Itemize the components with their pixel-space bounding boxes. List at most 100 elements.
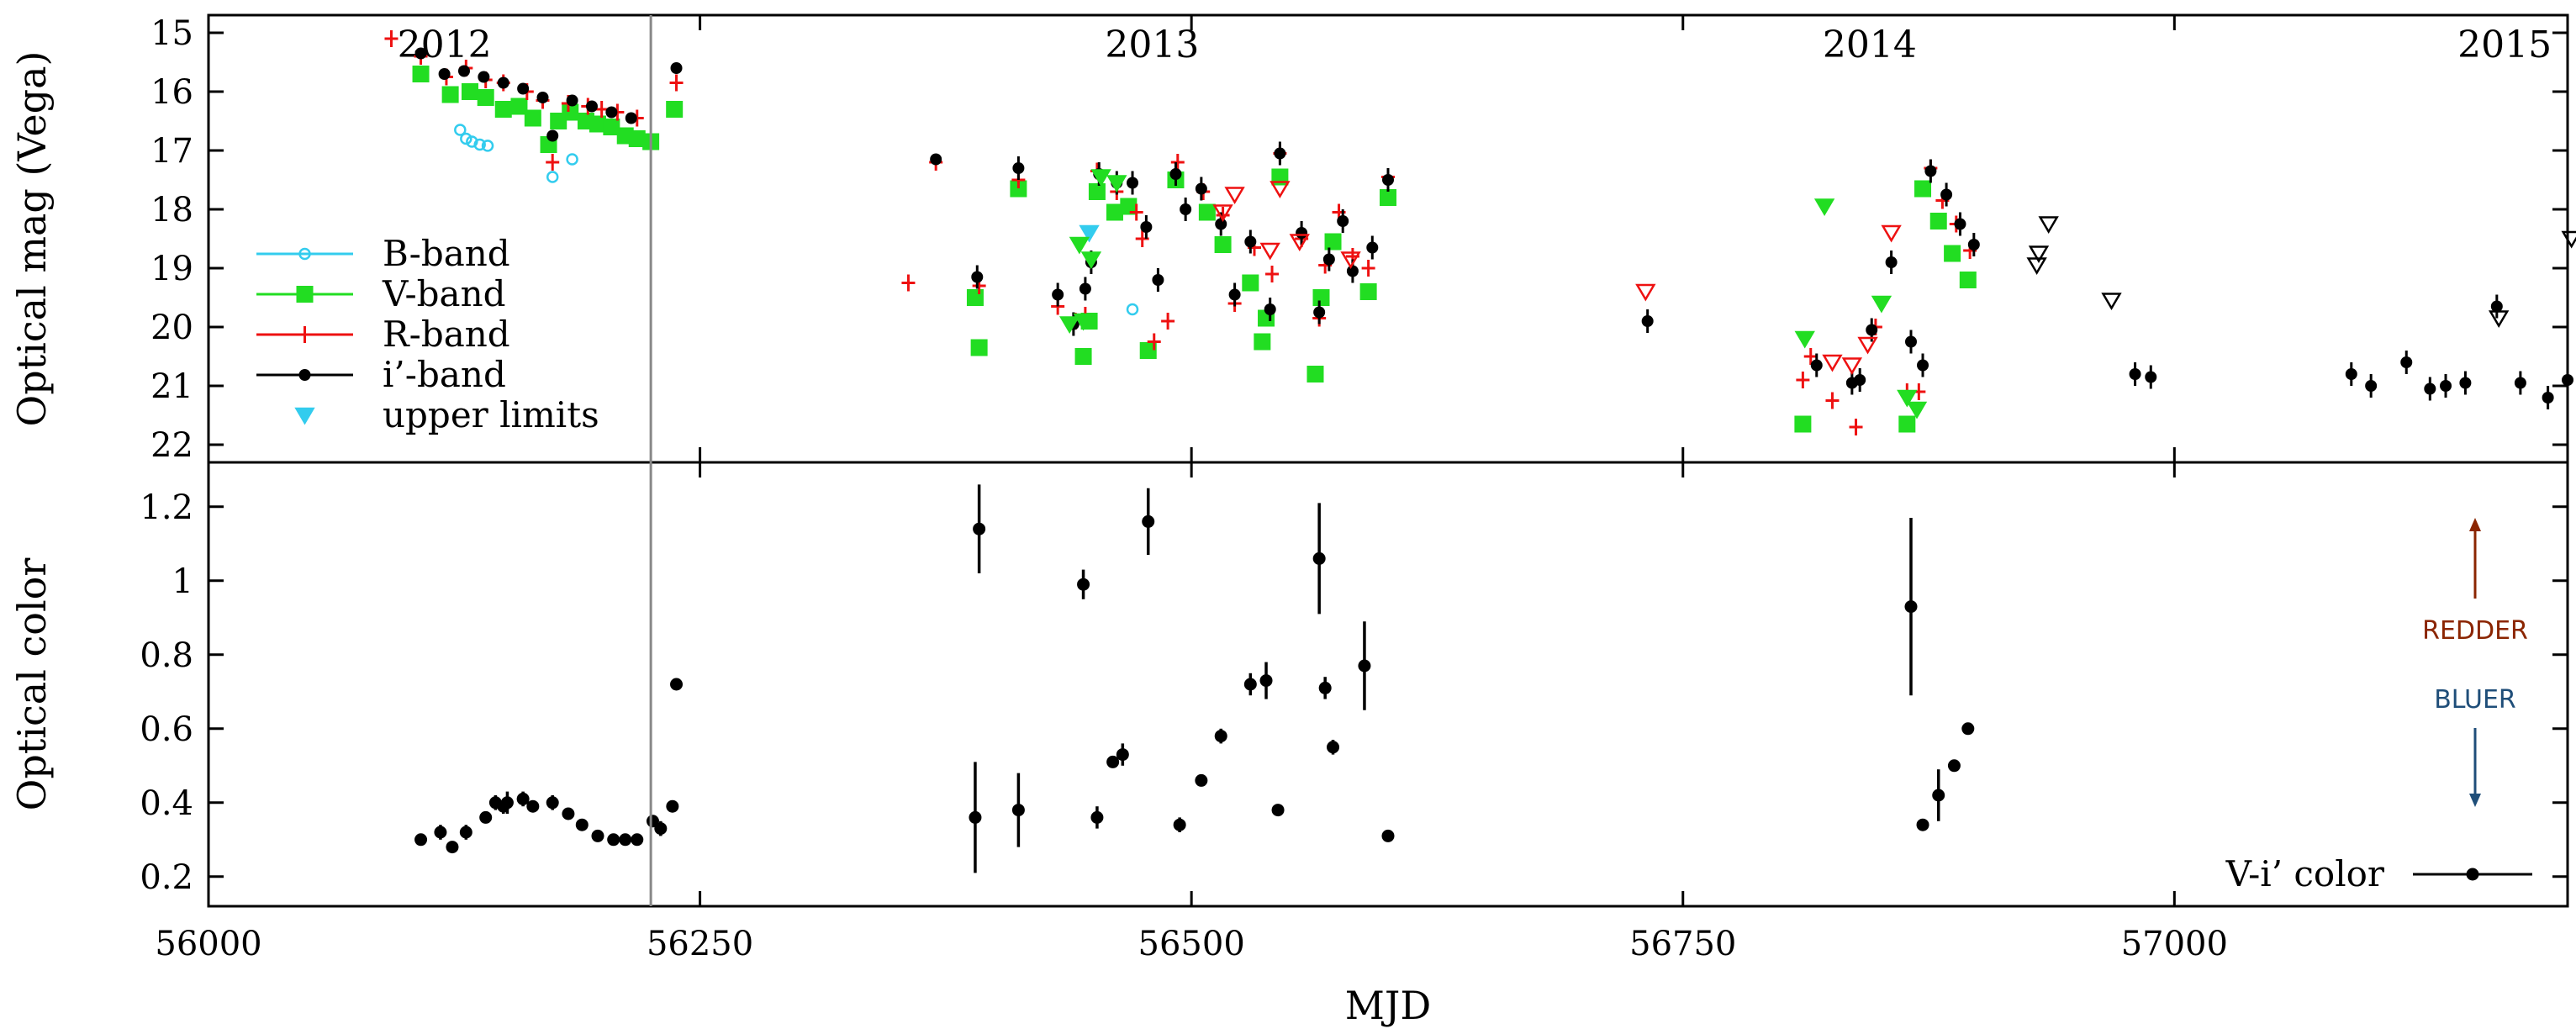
x-tick-label: 56250	[647, 925, 753, 963]
upper-limit-point	[1857, 336, 1878, 355]
top-panel-y-tick-labels: 15 16 17 18 19 20 21 22	[150, 14, 193, 465]
color-point	[479, 810, 493, 824]
B-band-point	[454, 124, 467, 136]
V-band-point	[510, 98, 528, 115]
upper-limit-point	[1813, 198, 1835, 216]
upper-limit-point	[1906, 401, 1928, 419]
i-band-point	[1264, 303, 1276, 315]
i-band-point	[2514, 377, 2526, 389]
upper-limit-point	[1090, 169, 1111, 187]
B-band-point	[1126, 303, 1139, 316]
color-point	[1381, 829, 1395, 842]
V-band-point	[666, 101, 684, 118]
V-band-point	[494, 101, 512, 118]
color-point	[414, 833, 428, 847]
i-band-point	[414, 47, 427, 60]
upper-limit-point	[1106, 175, 1127, 193]
R-band-point	[1361, 260, 1375, 277]
V-band-point	[1898, 415, 1916, 433]
B-band-point	[481, 140, 494, 152]
R-band-point	[384, 30, 399, 47]
y-tick-label: 1.2	[140, 488, 193, 527]
year-label: 2012	[398, 24, 492, 66]
i-band-point	[438, 68, 451, 80]
color-point	[1116, 748, 1129, 762]
R-band-point	[1161, 313, 1175, 330]
bottom-panel-y-tick-labels: 0.2 0.4 0.6 0.8 1 1.2	[140, 488, 193, 897]
x-tick-label: 56500	[1138, 925, 1245, 963]
i-band-point	[670, 62, 683, 74]
i-band-point	[1274, 147, 1286, 160]
i-band-point	[930, 153, 942, 166]
V-band-point	[589, 115, 606, 133]
y-tick-label: 19	[150, 250, 193, 288]
R-band-point	[1129, 203, 1143, 221]
legend-marker-V	[296, 286, 314, 303]
V-band-point	[1306, 366, 1324, 382]
i-band-point	[1012, 162, 1025, 174]
color-point	[607, 833, 620, 847]
color-direction-annotations: REDDER BLUER	[2422, 518, 2528, 807]
i-band-point	[2459, 377, 2472, 389]
i-band-point	[2562, 374, 2573, 386]
year-label: 2015	[2457, 24, 2552, 66]
color-point	[1195, 773, 1208, 787]
color-point	[459, 826, 472, 839]
color-point	[969, 810, 982, 824]
bottom-panel-ticks	[207, 462, 2568, 906]
V-band-point	[441, 86, 459, 103]
y-tick-label: 0.6	[140, 710, 193, 749]
i-band-point	[517, 82, 530, 95]
x-tick-label: 57000	[2121, 925, 2228, 963]
upper-limit-point	[1340, 251, 1361, 269]
color-point	[1142, 514, 1155, 528]
R-band-point	[1825, 392, 1840, 409]
y-tick-label: 18	[150, 191, 193, 229]
R-band-point	[1265, 266, 1280, 282]
legend-marker-R	[298, 326, 312, 343]
i-band-point	[457, 65, 470, 77]
color-point	[1904, 600, 1918, 614]
V-band-point	[1794, 415, 1812, 433]
legend-label: R-band	[383, 314, 510, 355]
V-band-point	[1380, 189, 1396, 206]
y-tick-label: 15	[150, 14, 193, 53]
i-band-point	[1810, 359, 1823, 372]
bluer-arrow-head	[2469, 794, 2481, 807]
legend-label: i’-band	[383, 354, 506, 395]
V-band-point	[1242, 274, 1259, 292]
color-point	[1259, 674, 1273, 688]
R-band-point	[669, 74, 684, 92]
R-band-point	[1803, 348, 1818, 365]
series-R	[384, 30, 1977, 435]
i-band-point	[1180, 203, 1192, 215]
i-band-point	[546, 129, 559, 142]
i-band-point	[625, 112, 637, 124]
color-point	[546, 796, 559, 810]
i-band-point	[1854, 374, 1866, 386]
color-point	[434, 826, 447, 839]
i-band-point	[2400, 356, 2413, 368]
color-point	[500, 796, 514, 810]
legend-marker-B	[298, 247, 311, 261]
top-panel-ticks	[207, 15, 2568, 462]
color-point	[631, 833, 644, 847]
upper-limit-point	[2028, 245, 2050, 263]
color-point	[1011, 804, 1025, 817]
V-band-point	[1914, 180, 1932, 198]
y-tick-label: 21	[150, 367, 193, 406]
i-band-point	[2542, 392, 2554, 404]
x-tick-label: 56750	[1629, 925, 1736, 963]
color-point	[1243, 678, 1257, 691]
V-band-point	[1944, 245, 1961, 262]
color-point	[1947, 759, 1961, 773]
top-panel: 15 16 17 18 19 20 21 22 2012 2013 2014 2015 Optica…	[9, 13, 2576, 465]
upper-limit-point	[1635, 283, 1656, 302]
redder-label: REDDER	[2422, 616, 2528, 646]
i-band-point	[1127, 177, 1139, 189]
i-band-point	[1885, 256, 1898, 268]
upper-limit-point	[1841, 357, 1863, 375]
i-band-point	[1079, 282, 1091, 295]
B-band-point	[460, 132, 472, 145]
